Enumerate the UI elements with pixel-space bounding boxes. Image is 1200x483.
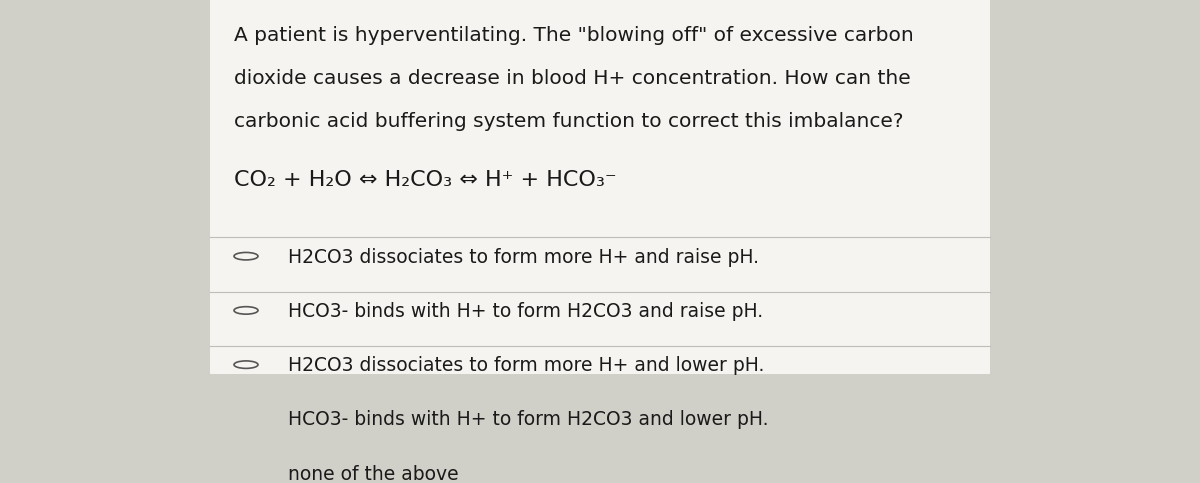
- Text: H2CO3 dissociates to form more H+ and raise pH.: H2CO3 dissociates to form more H+ and ra…: [288, 248, 760, 267]
- Text: HCO3- binds with H+ to form H2CO3 and lower pH.: HCO3- binds with H+ to form H2CO3 and lo…: [288, 410, 768, 429]
- Text: H2CO3 dissociates to form more H+ and lower pH.: H2CO3 dissociates to form more H+ and lo…: [288, 356, 764, 375]
- Text: CO₂ + H₂O ⇔ H₂CO₃ ⇔ H⁺ + HCO₃⁻: CO₂ + H₂O ⇔ H₂CO₃ ⇔ H⁺ + HCO₃⁻: [234, 170, 617, 190]
- Text: none of the above: none of the above: [288, 465, 458, 483]
- Text: carbonic acid buffering system function to correct this imbalance?: carbonic acid buffering system function …: [234, 112, 904, 131]
- FancyBboxPatch shape: [210, 0, 990, 374]
- Text: A patient is hyperventilating. The "blowing off" of excessive carbon: A patient is hyperventilating. The "blow…: [234, 26, 913, 45]
- Text: dioxide causes a decrease in blood H+ concentration. How can the: dioxide causes a decrease in blood H+ co…: [234, 69, 911, 88]
- Text: HCO3- binds with H+ to form H2CO3 and raise pH.: HCO3- binds with H+ to form H2CO3 and ra…: [288, 302, 763, 321]
